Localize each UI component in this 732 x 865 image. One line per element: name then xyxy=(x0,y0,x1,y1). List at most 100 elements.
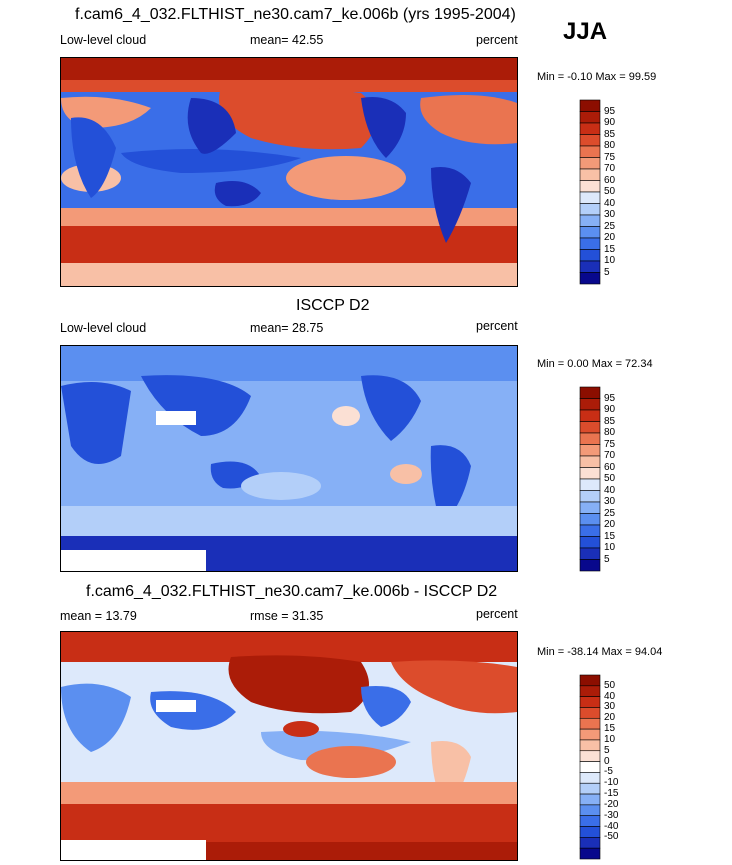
panel-1-so-edge xyxy=(61,208,517,228)
panel-3-missing-antarctica xyxy=(61,840,206,860)
colorbar-label: 5 xyxy=(604,553,610,565)
colorbar-box xyxy=(579,559,601,572)
season-label: JJA xyxy=(563,18,608,45)
colorbar-box xyxy=(579,249,601,262)
panel-3-peru-positive xyxy=(306,746,396,778)
panel-3-map xyxy=(60,631,518,861)
colorbar-box xyxy=(579,444,601,457)
panel-1-minmax-label: Min = -0.10 Max = 99.59 xyxy=(537,71,657,83)
colorbar-label: 25 xyxy=(604,507,616,519)
panel-2-missing-tibet xyxy=(156,411,196,425)
panel-1-npacific-cloud xyxy=(219,86,376,150)
colorbar-box xyxy=(579,717,601,730)
colorbar-box xyxy=(579,122,601,135)
panel-3-so-edge xyxy=(61,782,517,804)
colorbar-box xyxy=(579,547,601,560)
colorbar-box xyxy=(579,99,601,112)
panel-3-title: f.cam6_4_032.FLTHIST_ne30.cam7_ke.006b -… xyxy=(86,583,498,600)
colorbar-box xyxy=(579,782,601,795)
colorbar-box xyxy=(579,793,601,806)
colorbar-box xyxy=(579,536,601,549)
panel-2-namerica-land xyxy=(361,375,421,441)
colorbar-label: 30 xyxy=(604,209,616,220)
panel-1-antarctic-edge xyxy=(61,263,517,286)
panel-2-spacific-light xyxy=(241,472,321,500)
panel-3-units-label: percent xyxy=(476,607,518,621)
panel-1-colorbar: 95 90 85 80 75 70 60 50 40 30 25 20 15 10 5 xyxy=(579,99,615,285)
panel-1-samerica-land xyxy=(431,167,471,243)
colorbar-box xyxy=(579,145,601,158)
colorbar-label: -50 xyxy=(604,831,619,843)
panel-1-arctic-band xyxy=(61,58,517,80)
panel-1-units-label: percent xyxy=(476,33,518,47)
colorbar-box xyxy=(579,685,601,697)
panel-1-tropics-blue xyxy=(121,149,301,173)
panel-1-map-canvas xyxy=(61,58,517,286)
colorbar-box xyxy=(579,214,601,227)
colorbar-box xyxy=(579,157,601,170)
panel-3-npacific-positive xyxy=(228,655,369,714)
colorbar-label: 10 xyxy=(604,733,616,745)
panel-3-colorbar-canvas xyxy=(579,674,601,860)
colorbar-box xyxy=(579,837,601,849)
colorbar-box xyxy=(579,739,601,752)
panel-2-asia-land xyxy=(141,375,251,436)
colorbar-box xyxy=(579,272,601,285)
panel-1-namerica-land xyxy=(361,97,406,158)
colorbar-box xyxy=(579,111,601,124)
panel-2-variable-label: Low-level cloud xyxy=(60,321,147,335)
panel-3-namerica-negative xyxy=(361,686,411,727)
colorbar-label: 40 xyxy=(604,690,616,702)
colorbar-label: 50 xyxy=(604,186,616,197)
colorbar-box xyxy=(579,432,601,445)
panel-2-arctic-band xyxy=(61,346,517,381)
colorbar-label: 95 xyxy=(604,392,616,404)
colorbar-label: 0 xyxy=(604,755,610,767)
colorbar-label: 40 xyxy=(604,197,616,209)
colorbar-label: 60 xyxy=(604,461,616,473)
colorbar-label: 80 xyxy=(604,140,616,151)
panel-1-southern-ocean xyxy=(61,226,517,266)
panel-2-samerica-land xyxy=(430,445,471,526)
panel-2-peru-patch xyxy=(390,464,422,484)
colorbar-box xyxy=(579,409,601,422)
panel-3-rmse-label: rmse = 31.35 xyxy=(250,609,324,623)
colorbar-box xyxy=(579,490,601,503)
colorbar-box xyxy=(579,728,601,741)
colorbar-label: -30 xyxy=(604,809,619,821)
panel-3-southern-ocean xyxy=(61,804,517,842)
colorbar-box xyxy=(579,524,601,537)
colorbar-label: 90 xyxy=(604,404,616,415)
panel-2-minmax-label: Min = 0.00 Max = 72.34 xyxy=(537,358,653,370)
colorbar-box xyxy=(579,478,601,491)
colorbar-label: 75 xyxy=(604,438,616,450)
panel-2-so-band xyxy=(61,506,517,536)
panel-2-mean-label: mean= 28.75 xyxy=(250,321,324,335)
panel-1-peru-stratocu xyxy=(286,156,406,200)
panel-2-missing-antarctica xyxy=(61,550,206,571)
colorbar-box xyxy=(579,761,601,773)
colorbar-box xyxy=(579,260,601,273)
panel-1-australia-land xyxy=(214,180,261,207)
colorbar-label: 20 xyxy=(604,519,616,530)
colorbar-box xyxy=(579,847,601,860)
colorbar-box xyxy=(579,191,601,204)
colorbar-box xyxy=(579,826,601,838)
colorbar-label: 80 xyxy=(604,427,616,438)
panel-3-natlantic-positive xyxy=(391,660,517,714)
panel-1-variable-label: Low-level cloud xyxy=(60,33,147,47)
colorbar-label: 60 xyxy=(604,174,616,186)
colorbar-box xyxy=(579,467,601,480)
colorbar-label: 85 xyxy=(604,415,616,427)
colorbar-label: 50 xyxy=(604,473,616,484)
panel-1-africa-land xyxy=(71,117,116,198)
colorbar-box xyxy=(579,696,601,708)
colorbar-label: 15 xyxy=(604,530,616,542)
panel-1-colorbar-canvas xyxy=(579,99,601,285)
colorbar-box xyxy=(579,386,601,399)
colorbar-box xyxy=(579,750,601,762)
panel-2-title: ISCCP D2 xyxy=(296,297,370,314)
colorbar-label: 10 xyxy=(604,255,616,266)
panel-3-missing-tibet xyxy=(156,700,196,712)
colorbar-label: 40 xyxy=(604,484,616,496)
